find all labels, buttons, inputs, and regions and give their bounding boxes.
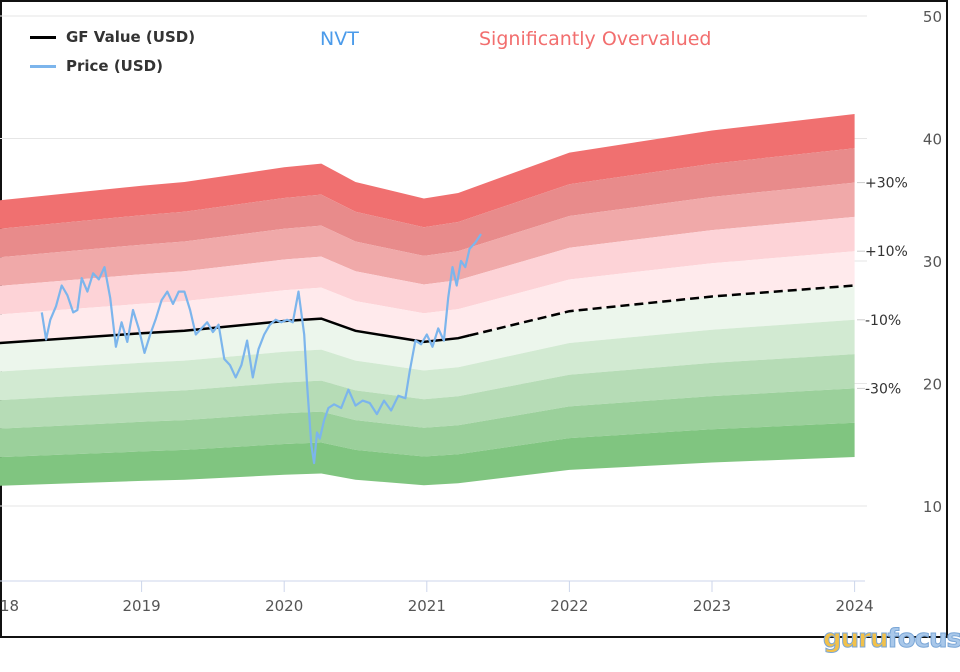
chart-title-ticker: NVT [320, 28, 359, 50]
valuation-band [0, 285, 855, 372]
x-tick-label: 18 [0, 597, 19, 615]
band-label: +30% [865, 176, 908, 192]
price-series-line [40, 233, 482, 465]
y-tick-label: 30 [923, 253, 942, 271]
y-tick-label: 10 [923, 498, 942, 516]
gf-value-line-projected [469, 284, 855, 337]
y-tick-label: 20 [923, 376, 942, 394]
x-tick-label: 2022 [550, 597, 588, 615]
valuation-bands [0, 114, 855, 486]
valuation-status-label: Significantly Overvalued [479, 28, 712, 50]
x-axis: 18 2019 2020 2021 2022 2023 2024 [0, 580, 874, 615]
y-tick-label: 50 [923, 8, 942, 26]
x-tick-label: 2021 [408, 597, 446, 615]
gf-value-legend-swatch-icon [30, 35, 56, 39]
valuation-band [0, 319, 855, 401]
y-tick-label: 40 [923, 131, 942, 149]
x-tick-label: 2023 [693, 597, 731, 615]
valuation-band [0, 148, 855, 258]
band-labels: +30% +10% -10% -30% [857, 176, 908, 397]
price-line [40, 233, 482, 465]
x-tick-label: 2024 [836, 597, 874, 615]
y-axis: 10 20 30 40 50 [923, 8, 942, 516]
x-tick-label: 2019 [123, 597, 161, 615]
band-label: +10% [865, 244, 908, 260]
valuation-band [0, 388, 855, 458]
gf-value-line [0, 284, 855, 345]
band-label: -30% [865, 381, 901, 397]
legend-item-price[interactable]: Price (USD) [30, 57, 163, 75]
valuation-band [0, 251, 855, 344]
legend-label-price: Price (USD) [66, 57, 163, 75]
band-label: -10% [865, 313, 901, 329]
legend-label-gf-value: GF Value (USD) [66, 28, 196, 46]
price-legend-swatch-icon [30, 64, 56, 68]
logo-text-focus: focus [887, 624, 960, 655]
x-tick-label: 2020 [265, 597, 303, 615]
gf-value-line-historical [0, 317, 470, 345]
valuation-band [0, 114, 855, 229]
valuation-band [0, 422, 855, 486]
legend-item-gf-value[interactable]: GF Value (USD) [30, 28, 195, 46]
valuation-band [0, 216, 855, 315]
gurufocus-logo: gurufocus [822, 624, 960, 655]
logo-text-guru: guru [822, 624, 888, 655]
valuation-band [0, 182, 855, 286]
valuation-band [0, 354, 855, 429]
